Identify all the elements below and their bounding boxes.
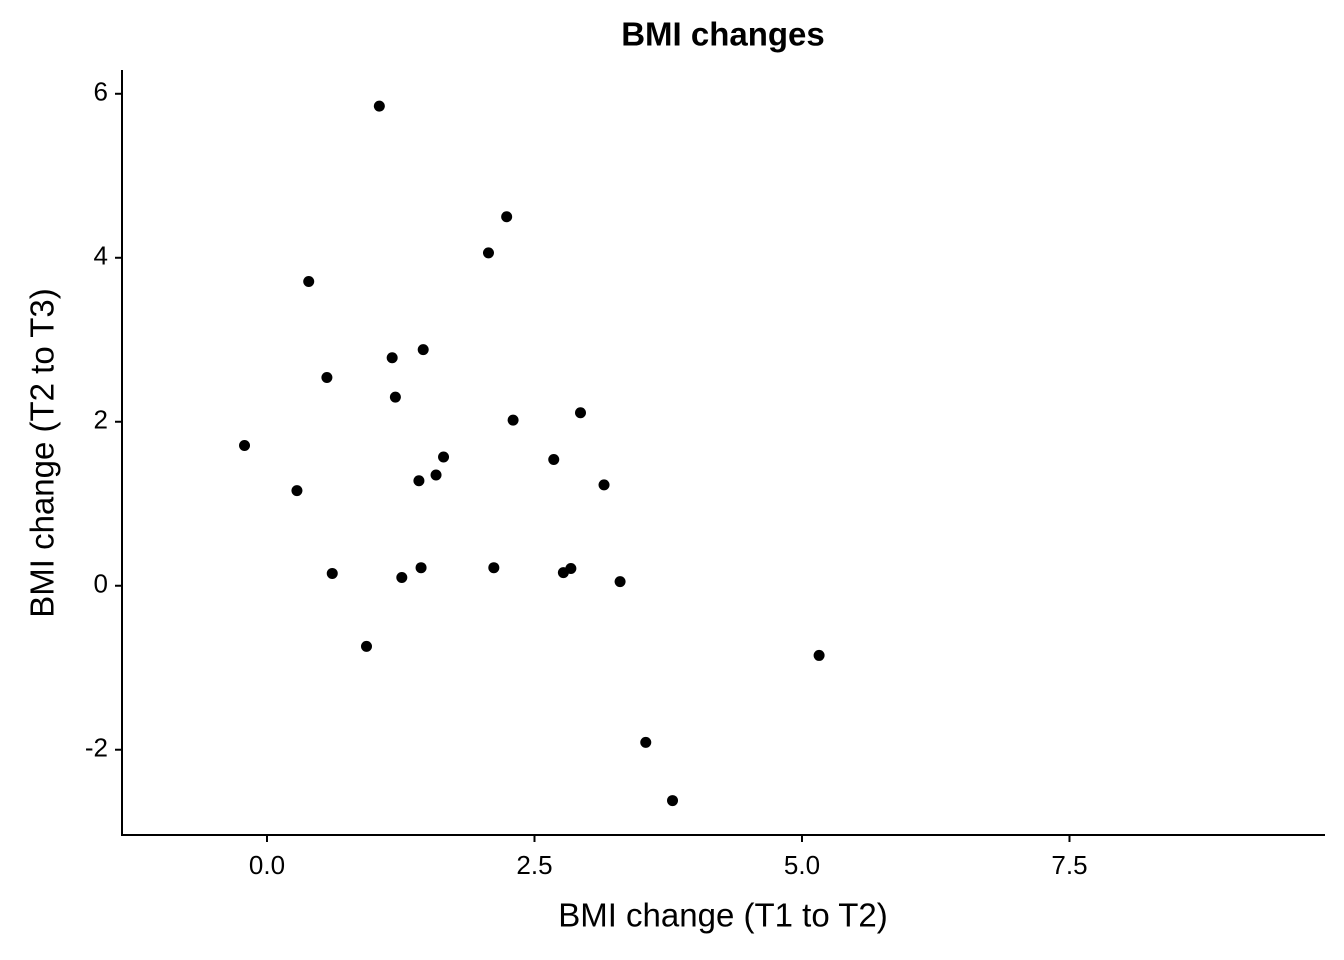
point <box>614 576 626 588</box>
point <box>598 479 610 491</box>
point <box>389 391 401 403</box>
point <box>373 100 385 112</box>
point <box>396 572 408 584</box>
point <box>239 440 251 452</box>
point <box>813 649 825 661</box>
x-axis-label: BMI change (T1 to T2) <box>558 897 888 934</box>
point <box>640 736 652 748</box>
point <box>565 563 577 575</box>
y-tick-label: 2 <box>94 405 108 435</box>
point <box>488 562 500 574</box>
y-tick-label: 4 <box>94 241 108 271</box>
x-tick-label: 0.0 <box>249 850 285 880</box>
point <box>386 352 398 364</box>
point <box>667 795 679 807</box>
point <box>430 469 442 481</box>
point <box>303 276 315 288</box>
point <box>574 407 586 419</box>
point <box>501 211 513 223</box>
y-axis-label: BMI change (T2 to T3) <box>24 288 61 618</box>
point <box>507 414 519 426</box>
point <box>321 371 333 383</box>
point <box>413 475 425 487</box>
point <box>482 247 494 259</box>
point <box>438 451 450 463</box>
point <box>291 485 303 497</box>
y-tick-label: 6 <box>94 77 108 107</box>
y-tick-label: 0 <box>94 569 108 599</box>
point <box>326 567 338 579</box>
point <box>548 453 560 465</box>
x-tick-label: 2.5 <box>516 850 552 880</box>
x-tick-label: 5.0 <box>784 850 820 880</box>
x-tick-label: 7.5 <box>1051 850 1087 880</box>
point <box>415 562 427 574</box>
y-tick-label: -2 <box>85 733 108 763</box>
chart-title: BMI changes <box>621 16 825 53</box>
point <box>360 640 372 652</box>
point <box>417 344 429 356</box>
